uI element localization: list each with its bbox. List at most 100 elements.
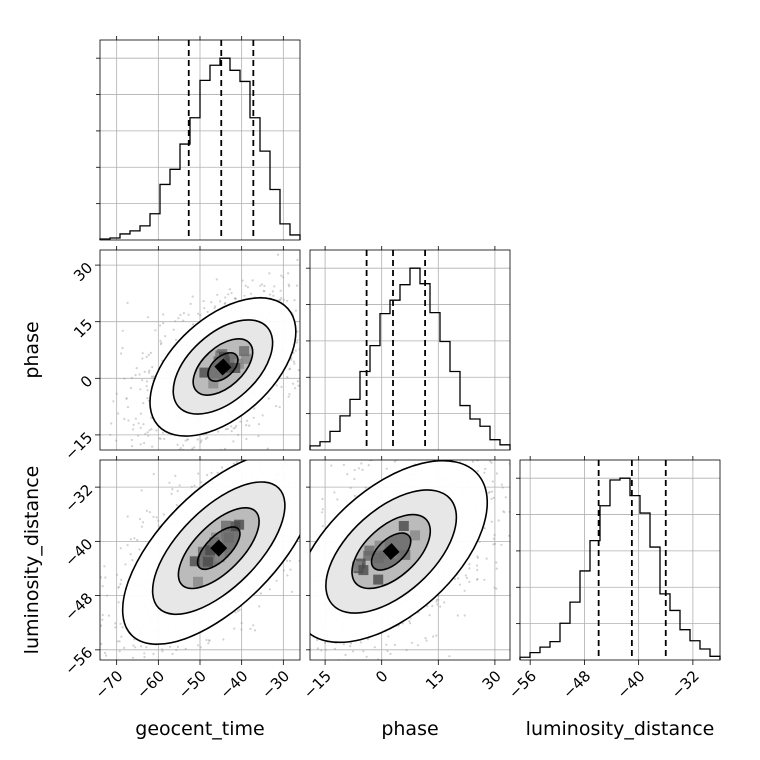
sample-point — [101, 618, 104, 621]
sample-point — [435, 600, 438, 603]
sample-point — [172, 457, 174, 459]
sample-point — [360, 462, 363, 465]
panel-frame — [519, 459, 721, 661]
sample-point — [316, 638, 319, 642]
sample-point — [432, 635, 435, 638]
sample-point — [301, 616, 303, 618]
sample-point — [302, 346, 304, 348]
sample-point — [131, 428, 135, 431]
density-cell — [241, 353, 251, 364]
sample-point — [321, 497, 324, 501]
sample-point — [134, 646, 137, 649]
sample-point — [186, 438, 189, 441]
sample-point — [548, 437, 550, 439]
sample-point — [221, 466, 224, 469]
sample-point — [179, 313, 182, 317]
sample-point — [132, 423, 135, 426]
sample-point — [353, 394, 355, 396]
sample-point — [302, 349, 304, 351]
sample-point — [393, 643, 396, 647]
x-tick-label-phase: 0 — [372, 667, 391, 686]
sample-point — [138, 373, 141, 376]
sample-point — [161, 662, 163, 664]
sample-point — [188, 666, 190, 668]
sample-point — [296, 380, 299, 383]
sample-point — [492, 543, 495, 546]
sample-point — [278, 298, 281, 301]
sample-point — [244, 284, 247, 287]
sample-point — [476, 555, 479, 558]
sample-point — [295, 284, 299, 287]
sample-point — [408, 620, 411, 623]
sample-point — [314, 431, 316, 433]
sample-point — [165, 696, 167, 698]
sample-point — [345, 401, 347, 403]
sample-point — [231, 639, 233, 641]
sample-point — [393, 460, 396, 463]
x-tick-label-luminosity_distance: −32 — [668, 667, 703, 702]
sample-point — [350, 642, 353, 645]
sample-point — [301, 512, 303, 514]
sample-point — [426, 605, 429, 608]
sample-point — [131, 656, 135, 659]
sample-point — [313, 464, 315, 466]
sample-point — [173, 464, 175, 466]
sample-point — [340, 508, 342, 510]
density-cell — [221, 520, 231, 531]
sample-point — [553, 503, 555, 505]
density-cell — [205, 545, 216, 556]
density-cell — [214, 552, 225, 563]
sample-point — [215, 278, 218, 281]
sample-point — [137, 422, 140, 425]
histogram-panel-geocent_time — [96, 39, 301, 241]
sample-point — [297, 369, 300, 372]
sample-point — [303, 542, 305, 544]
sample-point — [130, 451, 132, 453]
sample-point — [131, 445, 134, 448]
y-tick-label-luminosity_distance: −40 — [61, 535, 96, 570]
sample-point — [277, 572, 279, 574]
sample-point — [139, 388, 142, 391]
sample-point — [164, 685, 166, 687]
sample-point — [313, 315, 315, 317]
sample-point — [307, 592, 309, 594]
sample-point — [373, 646, 376, 649]
histogram-steps-luminosity_distance — [519, 477, 721, 660]
sample-point — [542, 480, 544, 482]
sample-point — [115, 439, 118, 442]
sample-point — [59, 636, 61, 638]
sample-point — [124, 563, 127, 566]
sample-point — [254, 427, 256, 429]
sample-point — [314, 521, 316, 523]
sample-point — [503, 367, 505, 369]
sample-point — [152, 375, 155, 378]
sample-point — [495, 567, 498, 570]
sample-point — [179, 447, 182, 450]
sample-point — [86, 580, 88, 582]
sample-point — [123, 377, 126, 380]
x-tick-label-luminosity_distance: −40 — [613, 667, 648, 702]
sample-point — [289, 559, 292, 563]
sample-point — [140, 645, 143, 648]
sample-point — [208, 639, 211, 643]
sample-point — [184, 647, 187, 650]
sample-point — [290, 358, 293, 361]
sample-point — [464, 574, 467, 577]
sample-point — [359, 641, 362, 644]
sample-point — [262, 289, 265, 292]
sample-point — [296, 258, 299, 261]
contour-level-3 — [310, 460, 489, 644]
sample-point — [176, 443, 179, 446]
sample-point — [187, 313, 190, 316]
sample-point — [456, 614, 459, 617]
sample-point — [148, 510, 152, 514]
sample-point — [443, 601, 446, 604]
sample-point — [189, 454, 191, 456]
sample-point — [435, 598, 438, 601]
sample-point — [134, 374, 137, 377]
sample-point — [416, 644, 420, 647]
sample-point — [123, 417, 126, 421]
y-tick-label-phase: −15 — [61, 429, 96, 464]
x-tick-label-geocent_time: −30 — [258, 667, 293, 702]
sample-point — [206, 310, 209, 313]
